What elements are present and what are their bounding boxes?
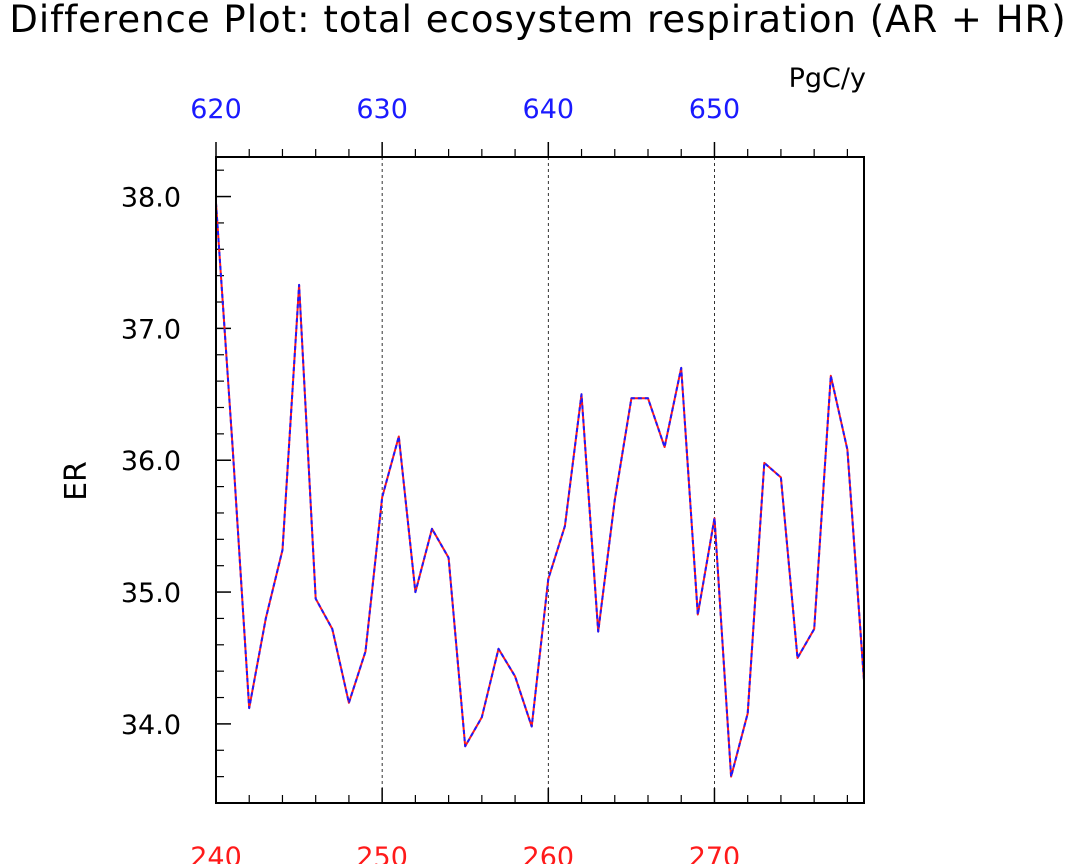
x-bottom-tick-label: 250 bbox=[356, 842, 408, 864]
x-top-tick-label: 640 bbox=[523, 94, 575, 125]
x-top-tick-label: 650 bbox=[689, 94, 741, 125]
x-bottom-tick-label: 240 bbox=[190, 842, 242, 864]
series-line-red bbox=[215, 203, 865, 778]
y-tick-label: 35.0 bbox=[121, 578, 181, 609]
units-label: PgC/y bbox=[789, 63, 866, 94]
y-tick-label: 36.0 bbox=[121, 446, 181, 477]
y-axis-label: ER bbox=[59, 461, 94, 501]
axis-ticks bbox=[215, 142, 848, 804]
y-tick-label: 37.0 bbox=[121, 314, 181, 345]
series-line-blue bbox=[215, 203, 865, 778]
series-layer bbox=[215, 203, 865, 778]
y-tick-label: 34.0 bbox=[121, 710, 181, 741]
x-top-tick-label: 620 bbox=[190, 94, 242, 125]
plot-frame bbox=[215, 156, 865, 804]
y-tick-label: 38.0 bbox=[121, 183, 181, 214]
chart-title: Difference Plot: total ecosystem respira… bbox=[9, 0, 1066, 41]
x-bottom-tick-label: 260 bbox=[523, 842, 575, 864]
grid-lines bbox=[381, 157, 715, 803]
tick-labels: 240 620 250 630 260 640 270 650 34.0 35.0 36.0 37.0… bbox=[121, 94, 740, 864]
x-top-tick-label: 630 bbox=[356, 94, 408, 125]
x-bottom-tick-label: 270 bbox=[689, 842, 741, 864]
